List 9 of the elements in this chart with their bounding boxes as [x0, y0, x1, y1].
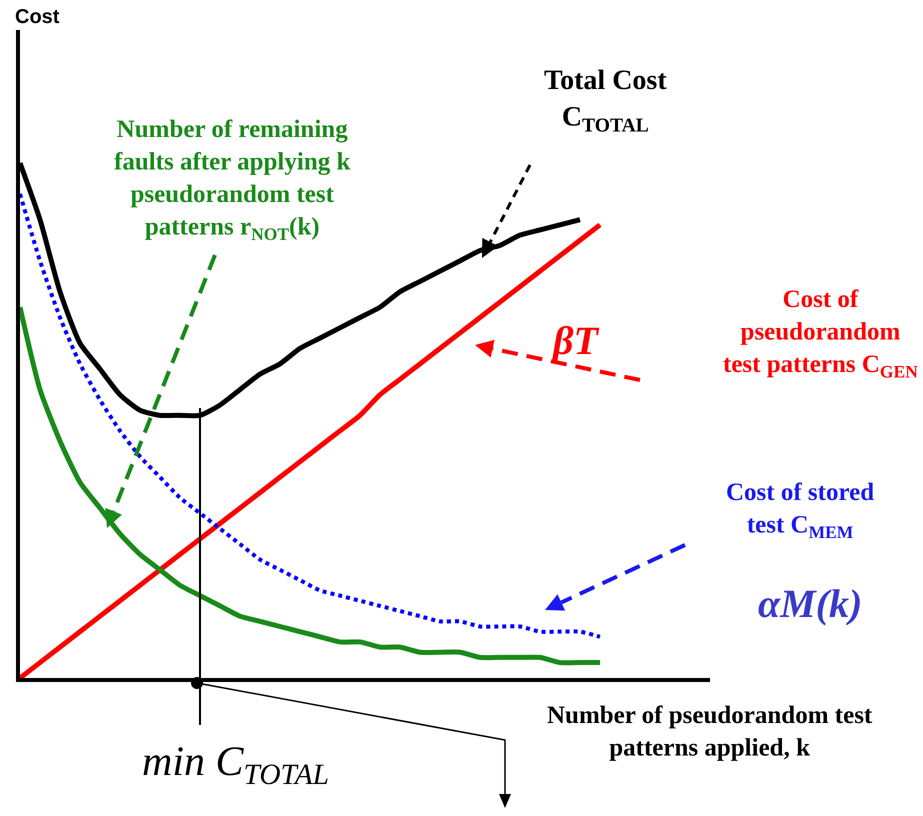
text: αM(k) [758, 581, 862, 626]
annotation: βT [551, 318, 600, 363]
text: Total Cost C$_{TOTAL}$ [544, 65, 668, 136]
annotation: Number of remaining faults after applying k pseudorandom test patterns r$_{NOT}$(k) [114, 116, 350, 244]
x-axis-title: Number of pseudorandom test patterns applied, k [547, 702, 873, 762]
text: Cost [15, 6, 60, 28]
text: Cost of stored test C$_{MEM}$ [726, 479, 874, 542]
text: Cost of pseudorandom test patterns C$_{GEN}$ [723, 286, 918, 382]
text: min C$_{TOTAL}$ [142, 739, 330, 791]
